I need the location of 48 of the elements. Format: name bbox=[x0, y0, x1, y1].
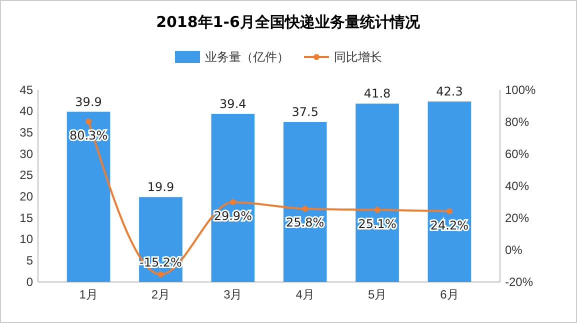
bar bbox=[283, 122, 327, 282]
bar bbox=[139, 197, 182, 282]
data-label: 29.9% bbox=[214, 209, 252, 224]
bar bbox=[356, 104, 399, 282]
bar bbox=[428, 102, 472, 282]
x-tick-label: 4月 bbox=[296, 288, 314, 302]
y-tick-label: 0 bbox=[26, 274, 34, 289]
point bbox=[158, 271, 164, 278]
y2-tick-label: 80% bbox=[505, 114, 530, 129]
x-tick-label: 5月 bbox=[368, 288, 387, 302]
point bbox=[446, 208, 452, 214]
data-label: 37.5 bbox=[292, 105, 318, 119]
x-tick-label: 3月 bbox=[224, 288, 242, 302]
y2-tick-label: 60% bbox=[505, 146, 530, 161]
data-label: 25.1% bbox=[358, 216, 396, 231]
y-tick-label: 25 bbox=[20, 168, 34, 182]
x-tick-label: 6月 bbox=[440, 288, 459, 302]
bar bbox=[66, 112, 110, 282]
data-label: 25.8% bbox=[286, 216, 324, 230]
data-label: 41.8 bbox=[364, 86, 391, 101]
y2-tick-label: 100% bbox=[505, 82, 536, 97]
data-label: 19.9 bbox=[147, 180, 174, 194]
point bbox=[230, 199, 236, 206]
x-tick-label: 1月 bbox=[79, 288, 98, 302]
chart-title: 2018年1-6月全国快递业务量统计情况 bbox=[156, 13, 421, 31]
point bbox=[86, 118, 92, 125]
y-tick-label: 30 bbox=[20, 146, 34, 161]
point bbox=[302, 206, 308, 212]
y-tick-label: 40 bbox=[20, 104, 34, 118]
y2-tick-label: -20% bbox=[505, 274, 534, 289]
bar bbox=[211, 114, 255, 282]
data-label: 24.2% bbox=[430, 218, 469, 232]
data-label: 39.9 bbox=[75, 94, 102, 109]
y2-tick-label: 0% bbox=[505, 242, 523, 257]
data-label: 39.4 bbox=[220, 96, 246, 111]
legend-label: 同比增长 bbox=[334, 50, 382, 64]
y-tick-label: 20 bbox=[20, 190, 34, 204]
y2-tick-label: 40% bbox=[505, 178, 530, 193]
legend-label: 业务量（亿件） bbox=[205, 50, 289, 64]
y-tick-label: 5 bbox=[26, 254, 34, 268]
data-label: 42.3 bbox=[436, 84, 463, 99]
y-tick-label: 45 bbox=[20, 82, 34, 97]
y-tick-label: 15 bbox=[20, 210, 34, 225]
y-tick-label: 10 bbox=[20, 232, 34, 246]
y2-tick-label: 20% bbox=[505, 210, 530, 225]
x-tick-label: 2月 bbox=[151, 288, 170, 302]
point bbox=[374, 206, 380, 213]
y-tick-label: 35 bbox=[20, 126, 34, 140]
